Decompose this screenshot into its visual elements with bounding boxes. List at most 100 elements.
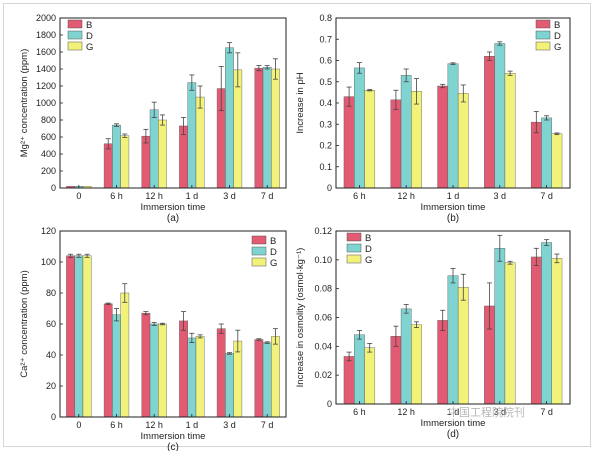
plot-frame [59, 17, 287, 189]
y-tick-label: 1600 [36, 47, 56, 57]
bar-B-7d [530, 256, 542, 405]
y-tick-label: 0.12 [314, 226, 332, 236]
bar-G-7d [551, 258, 563, 405]
legend-label-D: D [270, 247, 277, 258]
bar-G-12h [158, 323, 167, 418]
bar-D-1d [447, 63, 459, 189]
y-tick-label: 0.06 [314, 313, 332, 323]
bar-G-6h [120, 135, 130, 189]
bar-G-0 [82, 255, 92, 418]
x-axis-title: Immersion time [141, 202, 206, 213]
legend-swatch-D [346, 243, 362, 253]
bar-G-7d [271, 336, 280, 418]
x-tick-label: 12 h [145, 420, 163, 430]
bar-B-12h [141, 135, 151, 189]
legend-swatch-G [346, 254, 362, 264]
bar-D-6h [112, 124, 121, 189]
bar-D-1d [447, 275, 459, 405]
y-tick-label: 0.10 [314, 255, 332, 265]
y-tick-label: 0 [327, 399, 332, 409]
x-tick-label: 6 h [110, 420, 123, 430]
panel-label: (d) [447, 429, 459, 440]
bar-D-7d [262, 342, 272, 418]
legend-swatch-G [535, 41, 551, 51]
x-tick-label: 12 h [145, 191, 163, 201]
y-axis-title: Ca²⁺ concentration (ppm) [19, 270, 30, 377]
chart-panel-4 [335, 230, 571, 405]
watermark-text: 中国工程院院刊 [448, 406, 525, 419]
x-tick-label: 7 d [261, 420, 274, 430]
bar-D-7d [541, 117, 552, 189]
y-tick-label: 0 [51, 183, 56, 193]
bar-D-6h [112, 314, 121, 418]
bar-B-3d [484, 56, 495, 189]
bar-G-7d [271, 68, 280, 189]
bar-B-1d [437, 320, 449, 405]
legend-swatch-D [67, 30, 83, 40]
legend-label-G: G [554, 42, 561, 53]
x-tick-label: 6 h [110, 191, 123, 201]
y-tick-label: 40 [46, 350, 56, 360]
y-tick-label: 0.4 [319, 98, 332, 108]
legend-swatch-D [535, 30, 551, 40]
y-tick-label: 0.6 [319, 56, 332, 66]
x-tick-label: 0 [76, 191, 81, 201]
y-tick-label: 600 [41, 132, 56, 142]
legend-swatch-B [251, 235, 267, 245]
legend-label-B: B [86, 20, 92, 31]
chart-panel-1 [59, 17, 287, 189]
x-tick-label: 1 d [186, 420, 199, 430]
bar-D-12h [149, 323, 159, 418]
bar-B-3d [216, 328, 226, 418]
bar-D-3d [225, 353, 234, 418]
bar-B-7d [254, 67, 264, 189]
bar-G-12h [411, 91, 422, 189]
figure-frame [3, 3, 591, 447]
bar-B-1d [179, 320, 188, 418]
legend-label-B: B [554, 20, 560, 31]
bar-G-1d [195, 336, 205, 418]
bar-B-6h [343, 96, 355, 189]
bar-G-6h [120, 292, 130, 418]
y-tick-label: 120 [41, 226, 56, 236]
legend-label-D: D [86, 31, 93, 42]
y-tick-label: 20 [46, 381, 56, 391]
bar-D-12h [400, 308, 412, 405]
chart-panel-3 [59, 230, 287, 418]
legend-swatch-B [67, 19, 83, 29]
bar-D-0 [74, 255, 84, 418]
x-axis-title: Immersion time [141, 431, 206, 442]
x-tick-label: 3 d [223, 420, 236, 430]
bar-G-3d [504, 73, 516, 189]
bar-B-6h [103, 143, 113, 189]
bar-B-1d [179, 125, 188, 189]
y-tick-label: 0.3 [319, 119, 332, 129]
bar-D-6h [354, 67, 365, 189]
bar-G-3d [504, 262, 516, 405]
bar-G-3d [233, 340, 243, 418]
legend-swatch-D [251, 246, 267, 256]
bar-G-12h [158, 119, 167, 189]
y-axis-title: Mg²⁺ concentration (ppm) [19, 49, 30, 158]
y-tick-label: 1800 [36, 30, 56, 40]
panel-label: (a) [167, 213, 179, 224]
y-tick-label: 1400 [36, 64, 56, 74]
x-tick-label: 7 d [261, 191, 274, 201]
y-tick-label: 2000 [36, 13, 56, 23]
panel-label: (c) [167, 442, 179, 451]
bar-B-12h [141, 312, 151, 418]
bar-G-7d [551, 133, 563, 189]
bar-G-1d [457, 93, 469, 189]
legend-label-D: D [365, 244, 372, 255]
x-tick-label: 6 h [353, 191, 366, 201]
y-tick-label: 0.2 [319, 141, 332, 151]
y-tick-label: 400 [41, 149, 56, 159]
x-tick-label: 3 d [223, 191, 236, 201]
y-tick-label: 0.08 [314, 284, 332, 294]
bar-G-6h [364, 347, 376, 405]
y-tick-label: 0 [51, 412, 56, 422]
panel-label: (b) [447, 213, 459, 224]
legend-swatch-B [535, 19, 551, 29]
bar-B-7d [254, 339, 264, 418]
bar-D-3d [494, 43, 506, 189]
